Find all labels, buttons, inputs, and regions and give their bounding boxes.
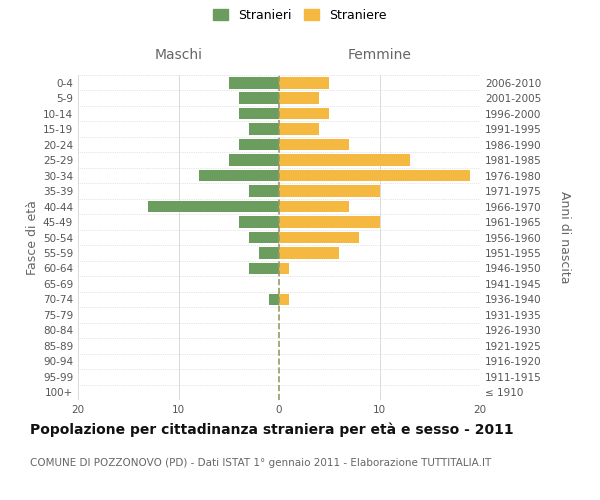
- Bar: [279, 92, 319, 104]
- Bar: [249, 186, 279, 197]
- Bar: [229, 77, 279, 88]
- Bar: [279, 154, 410, 166]
- Text: Maschi: Maschi: [155, 48, 203, 62]
- Text: Popolazione per cittadinanza straniera per età e sesso - 2011: Popolazione per cittadinanza straniera p…: [30, 422, 514, 437]
- Bar: [279, 247, 340, 259]
- Y-axis label: Anni di nascita: Anni di nascita: [558, 191, 571, 284]
- Bar: [239, 216, 279, 228]
- Bar: [249, 124, 279, 135]
- Bar: [259, 247, 279, 259]
- Bar: [279, 139, 349, 150]
- Bar: [279, 170, 470, 181]
- Bar: [239, 92, 279, 104]
- Bar: [239, 139, 279, 150]
- Bar: [279, 186, 380, 197]
- Y-axis label: Fasce di età: Fasce di età: [26, 200, 39, 275]
- Bar: [279, 108, 329, 120]
- Bar: [279, 216, 380, 228]
- Bar: [148, 200, 279, 212]
- Bar: [239, 108, 279, 120]
- Bar: [269, 294, 279, 305]
- Bar: [279, 232, 359, 243]
- Bar: [229, 154, 279, 166]
- Text: COMUNE DI POZZONOVO (PD) - Dati ISTAT 1° gennaio 2011 - Elaborazione TUTTITALIA.: COMUNE DI POZZONOVO (PD) - Dati ISTAT 1°…: [30, 458, 491, 468]
- Bar: [249, 232, 279, 243]
- Bar: [279, 200, 349, 212]
- Bar: [279, 77, 329, 88]
- Legend: Stranieri, Straniere: Stranieri, Straniere: [213, 8, 387, 22]
- Bar: [279, 124, 319, 135]
- Bar: [279, 262, 289, 274]
- Text: Femmine: Femmine: [347, 48, 412, 62]
- Bar: [279, 294, 289, 305]
- Bar: [199, 170, 279, 181]
- Bar: [249, 262, 279, 274]
